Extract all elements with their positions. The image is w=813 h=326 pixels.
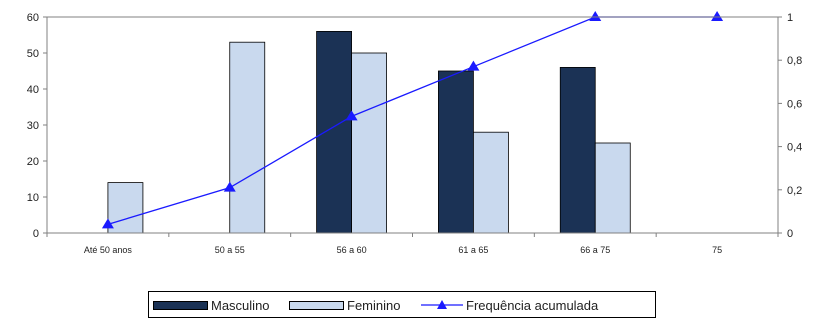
x-tick-label: 66 a 75 <box>580 245 610 255</box>
bar-feminino <box>594 142 631 234</box>
legend-label-masculino: Masculino <box>211 297 270 313</box>
legend-swatch-masculino <box>153 300 208 310</box>
y-right-tick-label: 0,6 <box>787 98 802 110</box>
y-right-tick-label: 0,8 <box>787 55 802 67</box>
combo-chart: 0 10 20 30 40 50 60 0 0,2 0,4 0,6 0,8 1 Até 50 anos… <box>27 11 802 255</box>
y-right-tick-label: 0,2 <box>787 185 802 197</box>
y-right-tick-label: 1 <box>787 12 793 24</box>
y-right-tick-label: 0 <box>787 228 793 240</box>
legend-label-frequencia: Frequência acumulada <box>466 297 599 313</box>
bar-feminino <box>351 52 387 234</box>
legend-swatch-feminino <box>289 300 344 310</box>
y-left-tick-label: 40 <box>27 84 39 96</box>
y-left-tick-label: 20 <box>27 156 39 168</box>
y-left-tick-label: 50 <box>27 48 39 60</box>
legend-item-feminino: Feminino <box>289 297 400 313</box>
legend-label-feminino: Feminino <box>347 297 401 313</box>
bar-feminino <box>473 131 509 234</box>
line-point-triangle <box>223 181 236 192</box>
line-point-triangle <box>101 218 114 229</box>
bar-feminino <box>107 182 144 234</box>
legend-line-marker-icon <box>421 298 463 312</box>
y-left-tick-label: 30 <box>27 120 39 132</box>
legend-item-masculino: Masculino <box>153 297 270 313</box>
line-point-triangle <box>711 11 724 21</box>
y-right-tick-label: 0,4 <box>787 142 802 154</box>
y-left-tick-label: 0 <box>33 228 39 240</box>
legend-item-frequencia-acumulada: Frequência acumulada <box>421 297 598 313</box>
x-tick-label: 56 a 60 <box>337 245 367 255</box>
bar-masculino <box>559 67 596 234</box>
y-left-tick-label: 10 <box>27 192 39 204</box>
bar-feminino <box>229 41 266 234</box>
x-tick-label: 75 <box>712 245 722 255</box>
line-point-triangle <box>589 11 602 21</box>
line-point-triangle <box>345 110 358 121</box>
x-tick-label: 50 a 55 <box>215 245 245 255</box>
line-point-triangle <box>467 60 480 71</box>
x-tick-label: 61 a 65 <box>458 245 488 255</box>
y-left-tick-label: 60 <box>27 12 39 24</box>
chart-legend: Masculino Feminino Frequência acumulada <box>148 291 656 318</box>
bar-masculino <box>438 70 474 234</box>
x-tick-label: Até 50 anos <box>84 245 133 255</box>
bar-masculino <box>316 30 352 234</box>
